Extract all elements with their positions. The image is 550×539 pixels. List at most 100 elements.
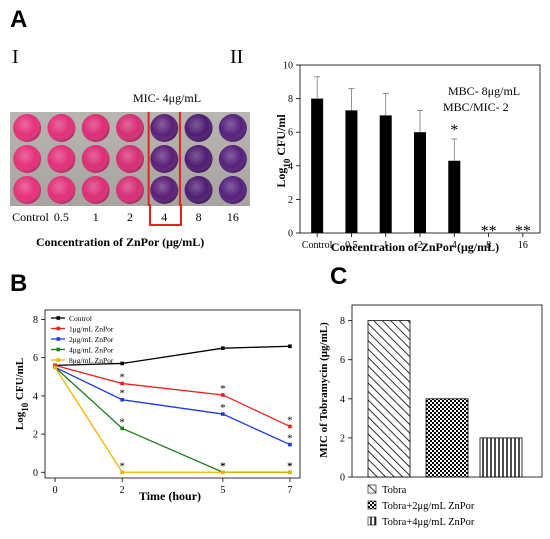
chart-b-ytick-label: 0 (33, 468, 38, 479)
plate-well-shade (13, 176, 42, 204)
chart-b-point (288, 470, 292, 475)
chart-a2-annotation-ratio: MBC/MIC- 2 (443, 100, 509, 114)
chart-b-point (221, 470, 225, 475)
chart-b-legend-marker (56, 347, 61, 352)
chart-b-series-line (55, 345, 290, 367)
chart-b-xtick-label: 2 (120, 485, 125, 496)
chart-b-ytick-label: 4 (33, 391, 38, 402)
chart-b-xtick-label: 5 (220, 485, 225, 496)
chart-b-ytick-label: 8 (33, 315, 38, 326)
chart-c-ytick-label: 8 (340, 316, 345, 327)
chart-c-legend-label: Tobra+2μg/mL ZnPor (382, 501, 475, 512)
chart-b-significance: * (220, 402, 226, 414)
plate-column-label: 4 (161, 210, 168, 224)
chart-b-point (221, 346, 225, 350)
chart-b-significance: * (119, 388, 125, 400)
chart-b-significance: * (287, 460, 293, 472)
chart-b-frame (44, 309, 301, 479)
chart-a2-bar (379, 115, 392, 233)
chart-b-ytick-label: 2 (33, 430, 38, 441)
plate-well-shade (116, 176, 144, 204)
chart-c-legend-swatch (367, 484, 377, 494)
chart-b-significance: * (287, 460, 293, 472)
chart-b-point (288, 424, 292, 429)
plate-well-shade (150, 114, 179, 142)
panel-letter-a: A (10, 6, 28, 33)
plate-well-shade (81, 145, 110, 173)
chart-a2-bar (311, 98, 324, 233)
chart-a2-bar (414, 132, 426, 233)
plate-xlabel: Concentration of ZnPor (μg/mL) (36, 235, 205, 249)
plate-well-shade (81, 176, 110, 204)
chart-b-significance: * (119, 416, 125, 428)
chart-c-ylabel: MIC of Tobramycin (μg/mL) (318, 322, 330, 458)
plate-well-shade (116, 114, 144, 142)
chart-b-significance: * (287, 433, 293, 445)
chart-b-significance: * (220, 383, 226, 395)
chart-a2-bar (345, 110, 358, 233)
chart-c-ytick-label: 0 (340, 473, 345, 484)
plate-column-label: Control (12, 210, 49, 224)
plate-well-shade (150, 145, 179, 173)
chart-b-xlabel: Time (hour) (139, 489, 201, 503)
chart-c-ytick-label: 2 (340, 433, 345, 444)
chart-a2-xlabel: Concentration of ZnPor (μg/mL) (331, 240, 499, 254)
panel-letter-c: C (330, 263, 348, 290)
chart-c-bar (425, 398, 469, 478)
chart-b-significance: * (119, 460, 125, 472)
chart-a2-ytick-label: 8 (288, 94, 293, 105)
chart-b-series-line (54, 364, 291, 428)
chart-b-legend-label: 2μg/mL ZnPor (69, 335, 114, 344)
panel-letter-b: B (10, 270, 28, 297)
plate-well-shade (150, 176, 179, 204)
chart-a2-significance: ** (515, 223, 531, 240)
chart-b-point (221, 412, 225, 416)
plate-well-shade (184, 176, 213, 204)
plate-column-label: 8 (195, 210, 202, 224)
chart-b-point (221, 393, 225, 397)
chart-a2-significance: * (450, 122, 458, 139)
chart-b-xtick-label: 0 (53, 485, 58, 496)
chart-b-significance: * (119, 372, 125, 384)
plate-well-shade (116, 145, 144, 173)
plate-well-shade (81, 114, 110, 142)
mic-label-box (148, 204, 182, 226)
chart-b-xtick-label: 7 (287, 485, 292, 496)
mic-plate-panel: MIC- 4μg/mL Control 0.5 1 2 4 8 16 Concentrati… (0, 90, 270, 250)
chart-c-legend-swatch (367, 500, 377, 510)
chart-b-significance: * (287, 414, 293, 426)
chart-c-ytick-label: 4 (340, 394, 345, 405)
chart-a2-ytick-label: 0 (288, 229, 293, 240)
plate-column-label: 1 (92, 210, 99, 224)
chart-b-point (288, 344, 292, 349)
chart-b-legend-marker (56, 337, 61, 341)
plate-well-shade (184, 145, 213, 173)
chart-c-legend-label: Tobra (382, 485, 407, 496)
chart-b-point (120, 470, 124, 475)
chart-b-series-line (54, 366, 290, 473)
chart-a2-ytick-label: 6 (288, 128, 293, 139)
chart-b-series-line (54, 366, 290, 473)
plate-well-shade (13, 145, 42, 173)
chart-b-significance: * (220, 460, 226, 472)
chart-b-legend-marker (56, 326, 61, 331)
chart-a2-annotation-mbc: MBC- 8μg/mL (448, 84, 520, 98)
chart-a2-xtick-label: 16 (518, 240, 528, 251)
plate-column-label: 0.5 (53, 210, 69, 224)
chart-b-legend-marker (56, 358, 61, 362)
chart-b-ylabel: Log10 CFU/mL (14, 358, 30, 430)
chart-a2-xtick-label: 1 (383, 240, 388, 251)
chart-a2-ytick-label: 2 (288, 195, 293, 206)
chart-a2-xtick-label: Control (302, 240, 333, 251)
plate-well-shade (47, 114, 76, 142)
chart-a2-xtick-label: 8 (486, 240, 491, 251)
subpanel-label-i: I (12, 46, 19, 68)
chart-b-series-line (54, 366, 291, 446)
plate-well-shade (47, 176, 76, 204)
plate-well-shade (184, 114, 213, 142)
chart-b-point (120, 381, 124, 386)
chart-b-point (53, 365, 57, 370)
chart-b-significance: * (220, 460, 226, 472)
